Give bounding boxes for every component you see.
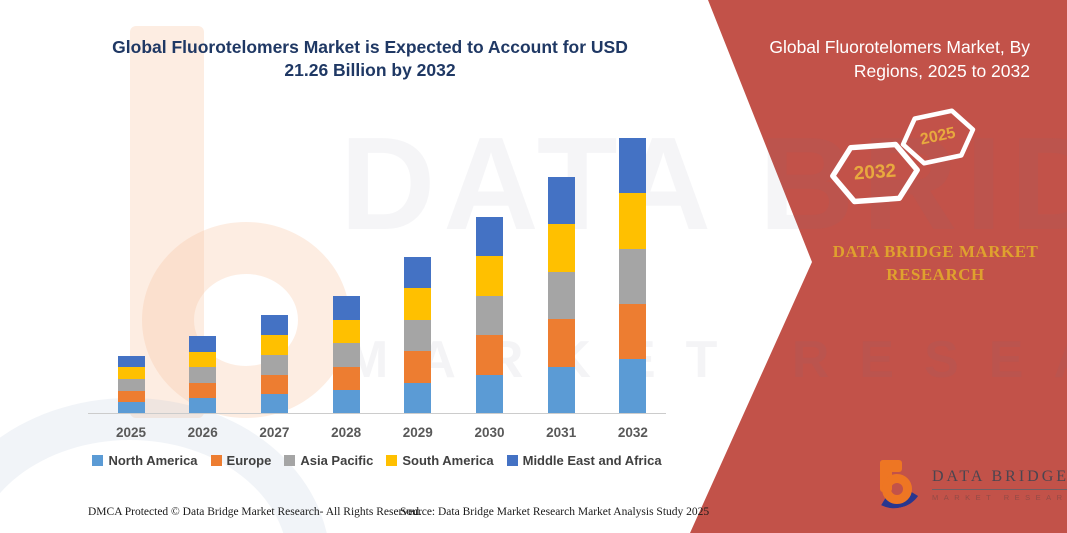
bar-segment-asia-pacific (117, 378, 145, 391)
bar-segment-south-america (189, 351, 217, 368)
bar-segment-asia-pacific (476, 295, 503, 336)
bar-segment-south-america (117, 367, 145, 379)
legend-marker-icon (506, 455, 518, 466)
bar-segment-europe (619, 303, 647, 359)
bar-segment-europe (547, 319, 575, 367)
bar-segment-middle-east-and-africa (189, 336, 217, 352)
databridge-logo-icon (865, 458, 927, 514)
hexagon-badge-2032: 2032 (828, 136, 923, 210)
stacked-bar-2031 (547, 176, 575, 414)
hexagon-outline-icon (830, 141, 920, 205)
x-axis-label-2025: 2025 (115, 425, 147, 440)
stacked-bar-2032 (619, 138, 647, 414)
bar-segment-south-america (619, 193, 647, 249)
legend-marker-icon (284, 455, 296, 466)
hexagon-outline-icon (900, 108, 976, 166)
chart-title: Global Fluorotelomers Market is Expected… (112, 37, 628, 81)
bar-segment-europe (332, 366, 360, 391)
stacked-bar-2026 (189, 336, 217, 414)
bar-segment-north-america (404, 382, 432, 414)
databridge-logo: DATA BRIDGE MARKET RESEARCH (865, 458, 1067, 514)
bar-segment-asia-pacific (404, 319, 432, 352)
bar-segment-north-america (260, 394, 288, 414)
stacked-bar-2028 (332, 295, 360, 414)
legend-label: South America (402, 453, 494, 468)
legend-item-south-america: South America (386, 453, 494, 468)
x-axis-label-2029: 2029 (402, 425, 433, 440)
legend-marker-icon (386, 455, 398, 466)
x-axis-label-2028: 2028 (331, 425, 362, 440)
bar-segment-asia-pacific (260, 354, 288, 375)
bar-segment-europe (404, 351, 432, 383)
legend-label: Middle East and Africa (522, 453, 662, 468)
bar-segment-south-america (332, 319, 360, 344)
legend-item-north-america: North America (92, 453, 198, 468)
side-panel-title: Global Fluorotelomers Market, By Regions… (769, 37, 1030, 81)
stacked-bar-2027 (260, 315, 288, 414)
bar-segment-north-america (547, 366, 575, 414)
legend-label: Asia Pacific (300, 453, 374, 468)
legend-item-asia-pacific: Asia Pacific (284, 453, 373, 468)
bar-segment-south-america (476, 256, 503, 296)
hexagon-badge-2025: 2025 (895, 101, 981, 174)
x-axis-line (88, 413, 666, 414)
legend-label: Europe (226, 453, 272, 468)
panel-brand-text: DATA BRIDGE MARKET RESEARCH (832, 242, 1039, 284)
bar-segment-asia-pacific (332, 343, 360, 367)
x-axis-label-2027: 2027 (259, 425, 290, 440)
footer-source: Source: Data Bridge Market Research Mark… (400, 506, 710, 518)
bar-segment-north-america (332, 390, 360, 414)
stacked-bar-2025 (117, 355, 145, 414)
bar-segment-europe (117, 390, 145, 403)
bar-segment-south-america (260, 335, 288, 355)
bar-segment-north-america (476, 374, 503, 414)
bar-segment-middle-east-and-africa (260, 315, 288, 336)
x-axis-label-2031: 2031 (546, 425, 577, 440)
chart-legend: North America Europe Asia Pacific South Ame… (88, 453, 666, 468)
legend-item-middle-east-and-africa: Middle East and Africa (506, 453, 662, 468)
legend-marker-icon (92, 455, 104, 466)
bar-segment-middle-east-and-africa (476, 216, 503, 257)
x-axis-label-2030: 2030 (474, 425, 505, 440)
footer-copyright: DMCA Protected © Data Bridge Market Rese… (88, 506, 422, 518)
logo-text-block: DATA BRIDGE MARKET RESEARCH (932, 458, 1067, 502)
logo-b-bowl (882, 474, 912, 504)
bar-segment-europe (476, 335, 503, 375)
stacked-bar-2030 (476, 216, 503, 414)
stacked-bar-2029 (404, 256, 432, 414)
bar-segment-middle-east-and-africa (117, 355, 145, 368)
logo-brand-name: DATA BRIDGE (932, 468, 1067, 490)
bar-segment-europe (189, 382, 217, 399)
bar-segment-north-america (117, 402, 145, 414)
x-axis-label-2032: 2032 (617, 425, 648, 440)
legend-marker-icon (210, 455, 222, 466)
bar-segment-south-america (404, 288, 432, 320)
bar-segment-middle-east-and-africa (547, 176, 575, 224)
x-axis-label-2026: 2026 (187, 425, 218, 440)
bar-segment-asia-pacific (189, 367, 217, 383)
logo-brand-subtitle: MARKET RESEARCH (932, 493, 1067, 502)
bar-segment-north-america (189, 398, 217, 414)
bar-segment-europe (260, 374, 288, 395)
legend-label: North America (108, 453, 198, 468)
bar-segment-middle-east-and-africa (404, 256, 432, 289)
bar-segment-south-america (547, 224, 575, 272)
bar-segment-north-america (619, 358, 647, 414)
bar-segment-middle-east-and-africa (619, 138, 647, 194)
bar-segment-asia-pacific (547, 271, 575, 319)
bar-segment-asia-pacific (619, 248, 647, 304)
bar-segment-middle-east-and-africa (332, 295, 360, 320)
legend-item-europe: Europe (210, 453, 272, 468)
